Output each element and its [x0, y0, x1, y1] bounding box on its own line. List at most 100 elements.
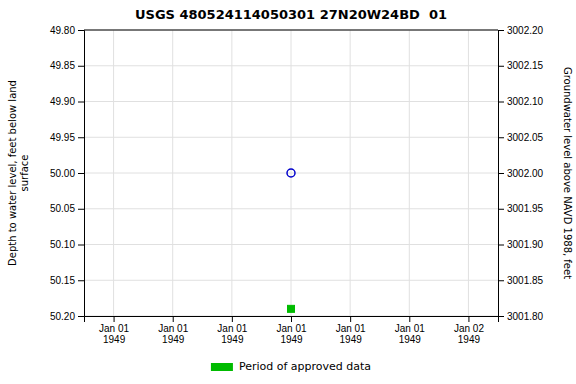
- y2-tick-label: 3001.90: [507, 239, 544, 250]
- y2-tick-label: 3001.85: [507, 275, 544, 286]
- plot-frame: [84, 30, 498, 31]
- grid-line: [409, 30, 410, 316]
- y2-tick: 3001.80: [498, 311, 544, 322]
- x-tick: Jan 011949: [336, 316, 366, 345]
- y-tick-label: 49.95: [50, 132, 75, 143]
- x-tick-label: Jan 011949: [217, 323, 247, 345]
- tick-mark: [173, 316, 174, 322]
- y-axis: 49.80 49.85 49.90 49.95 50.00 50.05 50.10 50.15…: [50, 25, 85, 322]
- y2-tick-label: 3002.20: [507, 25, 544, 36]
- y2-tick: 3002.05: [498, 132, 544, 143]
- y-tick: 50.20: [50, 311, 84, 322]
- legend-swatch: [211, 363, 233, 371]
- y2-tick: 3002.15: [498, 60, 544, 71]
- series: [288, 305, 295, 312]
- x-tick: Jan 011949: [395, 316, 425, 345]
- y2-tick: 3002.10: [498, 96, 544, 107]
- grid-line: [84, 30, 498, 31]
- x-tick-label: Jan 011949: [336, 323, 366, 345]
- tick-mark: [78, 280, 84, 281]
- grid: [84, 30, 498, 316]
- tick-mark: [78, 30, 84, 31]
- tick-mark: [78, 245, 84, 246]
- y2-tick-label: 3002.00: [507, 168, 544, 179]
- y-tick: 50.10: [50, 239, 84, 250]
- y-tick-label: 49.85: [50, 60, 75, 71]
- x-tick-label: Jan 011949: [158, 323, 188, 345]
- plot: Jan 011949 Jan 011949 Jan 011949 Jan 011949…: [50, 25, 544, 345]
- y2-tick: 3001.85: [498, 275, 544, 286]
- grid-line: [350, 30, 351, 316]
- x-tick-label: Jan 011949: [99, 323, 129, 345]
- y2-tick: 3001.95: [498, 203, 544, 214]
- grid-line: [291, 30, 292, 316]
- chart: Jan 011949 Jan 011949 Jan 011949 Jan 011949…: [0, 0, 576, 384]
- y2-tick: 3001.90: [498, 239, 544, 250]
- tick-mark: [78, 173, 84, 174]
- y-tick: 49.90: [50, 96, 84, 107]
- y-tick: 50.00: [50, 168, 84, 179]
- y2-tick-label: 3002.10: [507, 96, 544, 107]
- tick-mark: [232, 316, 233, 322]
- y-tick: 49.95: [50, 132, 84, 143]
- x-tick-label: Jan 011949: [276, 323, 306, 345]
- y-tick-label: 50.15: [50, 275, 75, 286]
- tick-mark: [498, 173, 504, 174]
- grid-line: [468, 30, 469, 316]
- y-axis-label: Depth to water level, feet below landsur…: [7, 80, 30, 266]
- x-tick-label: Jan 021949: [454, 323, 484, 345]
- tick-mark: [78, 137, 84, 138]
- legend: Period of approved data: [211, 360, 371, 373]
- tick-mark: [78, 316, 84, 317]
- tick-mark: [498, 209, 504, 210]
- axis-line: [499, 31, 505, 317]
- grid-line: [231, 30, 232, 316]
- y2-tick: 3002.20: [498, 25, 544, 36]
- tick-mark: [468, 316, 469, 322]
- y2-tick: 3002.00: [498, 168, 544, 179]
- tick-mark: [498, 66, 504, 67]
- tick-mark: [78, 209, 84, 210]
- grid-line: [172, 30, 173, 316]
- y-tick-label: 50.00: [50, 168, 75, 179]
- axis-line: [85, 317, 499, 323]
- y-tick-label: 49.90: [50, 96, 75, 107]
- tick-mark: [498, 102, 504, 103]
- point: [287, 169, 295, 177]
- y-tick-label: 50.10: [50, 239, 75, 250]
- tick-mark: [498, 30, 504, 31]
- tick-mark: [78, 66, 84, 67]
- legend-label: Period of approved data: [239, 360, 371, 373]
- tick-mark: [114, 316, 115, 322]
- y-tick-label: 50.05: [50, 203, 75, 214]
- x-tick: Jan 021949: [454, 316, 484, 345]
- y-tick-label: 50.20: [50, 311, 75, 322]
- x-tick: Jan 011949: [158, 316, 188, 345]
- y2-tick-label: 3001.95: [507, 203, 544, 214]
- y2-axis-label: Groundwater level above NAVD 1988, feet: [562, 67, 573, 279]
- y2-tick-label: 3001.80: [507, 311, 544, 322]
- title: USGS 480524114050301 27N20W24BD 01: [135, 7, 447, 22]
- tick-mark: [350, 316, 351, 322]
- x-tick: Jan 011949: [276, 316, 306, 345]
- legend-item: Period of approved data: [211, 360, 371, 373]
- series: [287, 169, 295, 177]
- y-tick: 49.80: [50, 25, 84, 36]
- y-tick: 50.05: [50, 203, 84, 214]
- x-tick-label: Jan 011949: [395, 323, 425, 345]
- x-axis: Jan 011949 Jan 011949 Jan 011949 Jan 011949…: [85, 316, 499, 345]
- x-tick: Jan 011949: [99, 316, 129, 345]
- axis-line: [78, 31, 85, 317]
- tick-mark: [409, 316, 410, 322]
- tick-mark: [498, 245, 504, 246]
- y-tick: 49.85: [50, 60, 84, 71]
- y2-tick-label: 3002.05: [507, 132, 544, 143]
- tick-mark: [498, 316, 504, 317]
- tick-mark: [498, 137, 504, 138]
- y2-axis: 3002.20 3002.15 3002.10 3002.05 3002.00 3001.…: [498, 25, 544, 322]
- y-tick: 50.15: [50, 275, 84, 286]
- point: [288, 305, 295, 312]
- tick-mark: [498, 280, 504, 281]
- tick-mark: [291, 316, 292, 322]
- tick-mark: [78, 102, 84, 103]
